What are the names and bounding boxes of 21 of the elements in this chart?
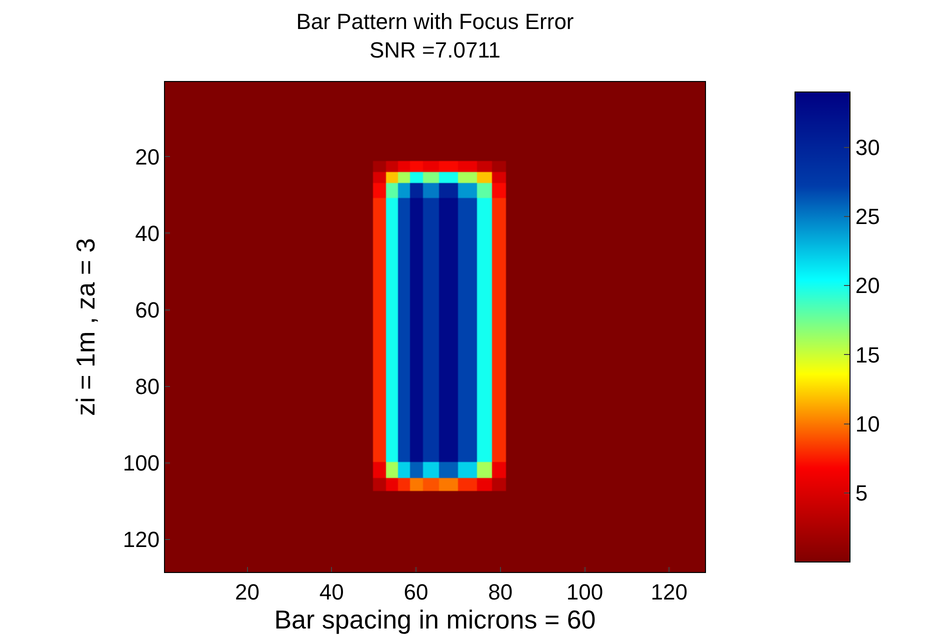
chart-title: Bar Pattern with Focus Error SNR =7.0711	[296, 8, 574, 63]
color-bar-label: 20	[855, 273, 880, 298]
y-tick-label: 20	[135, 144, 160, 170]
x-axis-title: Bar spacing in microns = 60	[274, 604, 596, 634]
x-tick-label: 20	[235, 579, 260, 604]
color-bar-label: 30	[855, 134, 880, 160]
y-tick-label: 80	[135, 374, 160, 400]
color-bar-label: 5	[855, 480, 868, 506]
x-tick-label: 60	[404, 579, 428, 604]
y-tick-label: 40	[135, 220, 160, 246]
y-tick-label: 100	[122, 450, 160, 476]
x-tick-label: 120	[650, 579, 688, 604]
color-bar-label: 10	[855, 411, 880, 436]
y-axis-title: zi = 1m , za = 3	[70, 238, 100, 416]
y-tick-label: 60	[135, 297, 160, 322]
x-tick-label: 100	[566, 579, 604, 604]
x-tick-label: 40	[319, 579, 344, 604]
x-tick-label: 80	[488, 579, 513, 604]
color-bar-label: 15	[855, 342, 880, 368]
color-bar-label: 25	[855, 204, 880, 230]
y-tick-label: 120	[122, 527, 160, 552]
